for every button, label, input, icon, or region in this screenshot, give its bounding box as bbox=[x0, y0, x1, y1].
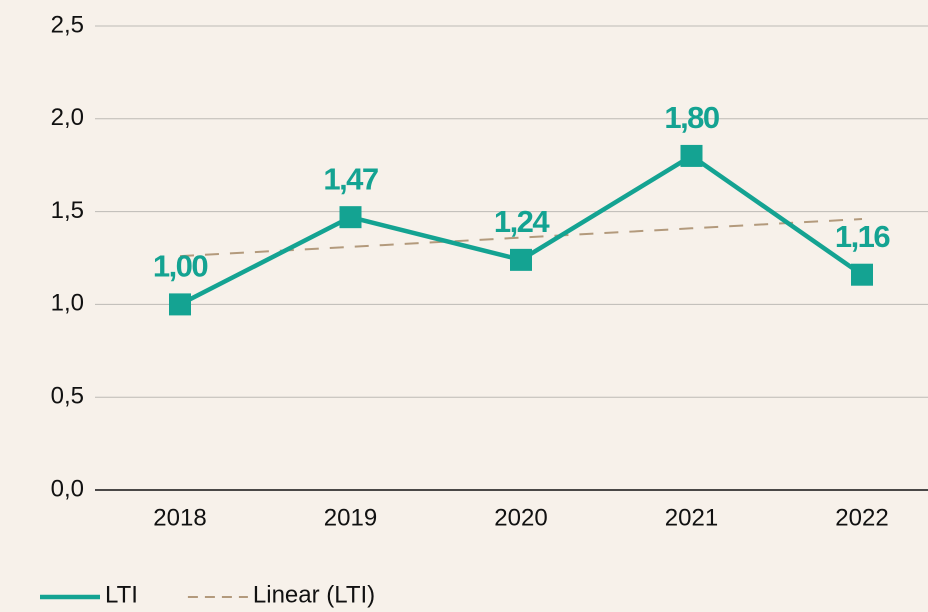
data-label: 1,80 bbox=[664, 100, 719, 135]
y-tick-label: 1,0 bbox=[51, 290, 84, 317]
data-label: 1,47 bbox=[323, 161, 378, 196]
y-tick-label: 2,0 bbox=[51, 104, 84, 131]
legend-label: Linear (LTI) bbox=[253, 581, 375, 608]
x-tick-label: 2022 bbox=[835, 504, 888, 531]
data-label: 1,24 bbox=[494, 204, 551, 239]
data-label: 1,16 bbox=[835, 219, 891, 254]
trend-line bbox=[179, 218, 863, 258]
marker bbox=[510, 248, 532, 271]
y-tick-label: 1,5 bbox=[51, 197, 84, 224]
x-tick-label: 2020 bbox=[494, 504, 547, 531]
x-tick-label: 2021 bbox=[665, 504, 718, 531]
x-tick-label: 2019 bbox=[324, 504, 377, 531]
marker bbox=[339, 206, 362, 229]
data-label: 1,00 bbox=[153, 249, 208, 284]
marker bbox=[851, 263, 873, 286]
marker bbox=[169, 293, 191, 316]
y-tick-label: 0,5 bbox=[51, 383, 84, 410]
x-tick-label: 2018 bbox=[153, 504, 206, 531]
marker bbox=[680, 144, 703, 167]
legend-label: LTI bbox=[105, 581, 138, 608]
y-tick-label: 2,5 bbox=[51, 11, 84, 38]
y-tick-label: 0,0 bbox=[51, 475, 84, 502]
